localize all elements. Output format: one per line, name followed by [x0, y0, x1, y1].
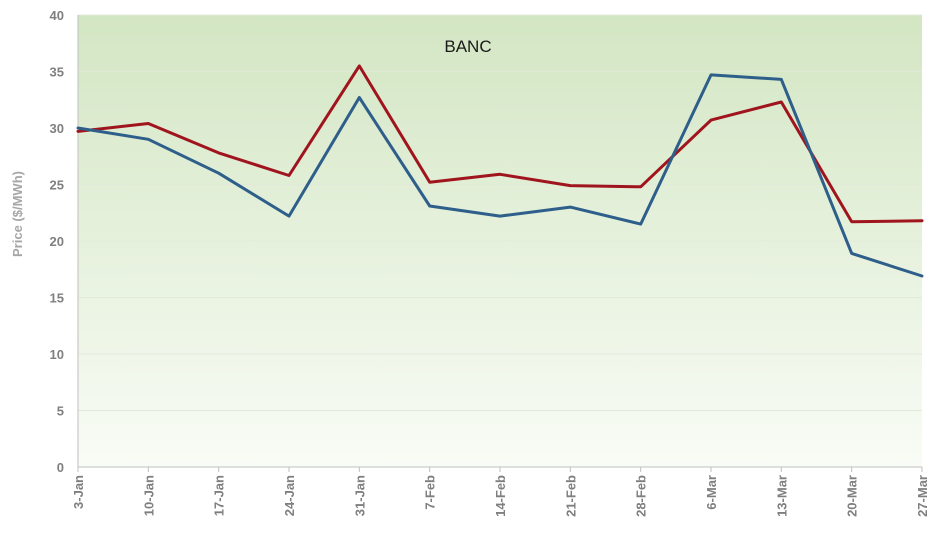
y-tick-label: 5 — [57, 404, 64, 419]
x-tick-label: 10-Jan — [141, 475, 156, 516]
x-tick-label: 28-Feb — [634, 475, 649, 517]
y-tick-label: 40 — [50, 8, 64, 23]
chart-title: BANC — [444, 37, 491, 56]
y-axis-title: Price ($/MWh) — [10, 171, 25, 257]
x-tick-label: 27-Mar — [915, 475, 930, 517]
y-tick-label: 0 — [57, 460, 64, 475]
gridlines — [78, 14, 922, 411]
y-tick-label: 25 — [50, 178, 64, 193]
y-tick-labels: 0 5 10 15 20 25 30 35 40 — [50, 8, 64, 475]
x-tick-label: 31-Jan — [352, 475, 367, 516]
x-tick-labels: 3-Jan 10-Jan 17-Jan 24-Jan 31-Jan 7-Feb 14-Feb… — [71, 475, 930, 517]
x-tick-label: 14-Feb — [493, 475, 508, 517]
x-tick-label: 6-Mar — [704, 475, 719, 510]
y-tick-label: 10 — [50, 347, 64, 362]
y-tick-label: 15 — [50, 291, 64, 306]
y-tick-label: 35 — [50, 65, 64, 80]
x-tick-label: 3-Jan — [71, 475, 86, 509]
x-tick-label: 7-Feb — [423, 475, 438, 510]
x-tick-label: 24-Jan — [282, 475, 297, 516]
x-tick-label: 17-Jan — [212, 475, 227, 516]
series-lines — [76, 64, 924, 278]
series-line-1 — [76, 64, 924, 224]
y-tick-label: 20 — [50, 234, 64, 249]
series-line-2 — [76, 73, 924, 278]
axes — [77, 15, 923, 472]
y-tick-label: 30 — [50, 121, 64, 136]
x-tick-label: 20-Mar — [845, 475, 860, 517]
x-tick-label: 13-Mar — [774, 475, 789, 517]
x-tick-label: 21-Feb — [563, 475, 578, 517]
